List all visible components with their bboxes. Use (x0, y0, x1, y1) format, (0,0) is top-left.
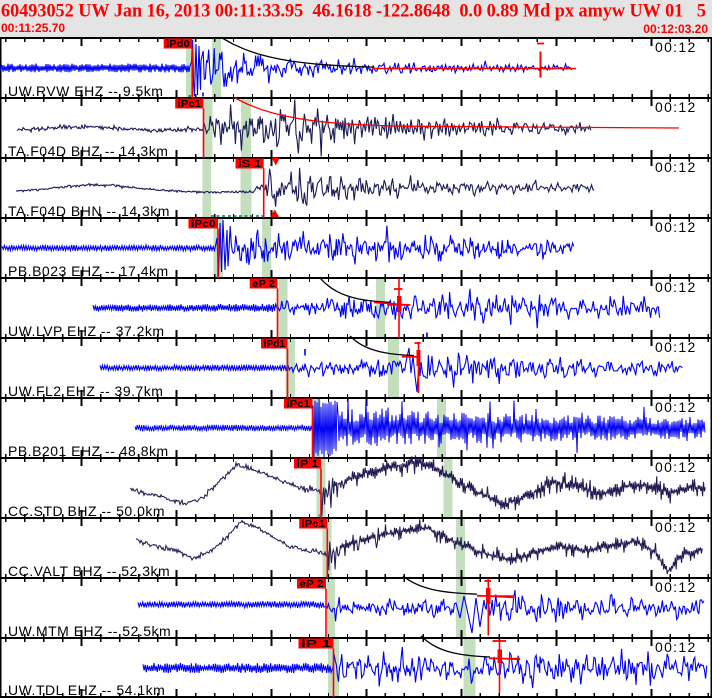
svg-text:CC.STD BHZ -- 50.0km: CC.STD BHZ -- 50.0km (8, 503, 165, 519)
svg-text:eP 2: eP 2 (300, 578, 324, 590)
svg-text:iS 1: iS 1 (238, 158, 261, 170)
svg-text:iPc1: iPc1 (302, 518, 325, 530)
svg-text:PB.B201 EHZ -- 48.8km: PB.B201 EHZ -- 48.8km (8, 443, 169, 459)
svg-text:iP 1: iP 1 (297, 458, 319, 470)
svg-text:00:12: 00:12 (655, 279, 697, 295)
svg-text:CC.VALT BHZ -- 52.3km: CC.VALT BHZ -- 52.3km (8, 563, 170, 579)
svg-text:UW.FL2 EHZ -- 39.7km: UW.FL2 EHZ -- 39.7km (8, 383, 163, 399)
svg-text:UW.RVW EHZ -- 9.5km: UW.RVW EHZ -- 9.5km (8, 83, 163, 99)
svg-text:00:12:03.20: 00:12:03.20 (643, 22, 708, 36)
svg-text:00:12: 00:12 (655, 159, 697, 175)
svg-text:00:12: 00:12 (655, 39, 697, 55)
svg-text:iP 1: iP 1 (301, 638, 331, 650)
svg-text:iPd1: iPd1 (264, 338, 286, 350)
svg-text:iPc1: iPc1 (178, 98, 201, 110)
svg-text:iPc0: iPc0 (191, 218, 216, 230)
svg-text:TA.F04D BHZ -- 14.3km: TA.F04D BHZ -- 14.3km (8, 143, 168, 159)
svg-text:eP 2: eP 2 (252, 278, 275, 290)
svg-text:UW.LVP EHZ -- 37.2km: UW.LVP EHZ -- 37.2km (8, 323, 165, 339)
svg-text:00:12: 00:12 (655, 219, 697, 235)
svg-text:00:12: 00:12 (655, 459, 697, 475)
svg-text:60493052 UW Jan 16, 2013 00:11: 60493052 UW Jan 16, 2013 00:11:33.95 46.… (1, 1, 706, 22)
svg-text:00:12: 00:12 (655, 519, 697, 535)
svg-text:UW.TDL EHZ -- 54.1km: UW.TDL EHZ -- 54.1km (8, 682, 165, 698)
svg-text:00:12: 00:12 (655, 339, 697, 355)
svg-text:00:12: 00:12 (655, 579, 697, 595)
svg-text:PB.B023 EHZ -- 17.4km: PB.B023 EHZ -- 17.4km (8, 263, 169, 279)
svg-text:iPc1: iPc1 (287, 398, 311, 410)
svg-text:iPd0: iPd0 (166, 38, 190, 50)
svg-text:TA.F04D BHN -- 14.3km: TA.F04D BHN -- 14.3km (8, 203, 170, 219)
svg-text:UW.MTM EHZ -- 52.5km: UW.MTM EHZ -- 52.5km (8, 623, 171, 639)
svg-text:00:12: 00:12 (655, 399, 697, 415)
svg-text:00:11:25.70: 00:11:25.70 (1, 21, 65, 35)
svg-text:00:12: 00:12 (655, 99, 697, 115)
svg-text:00:12: 00:12 (655, 639, 697, 655)
